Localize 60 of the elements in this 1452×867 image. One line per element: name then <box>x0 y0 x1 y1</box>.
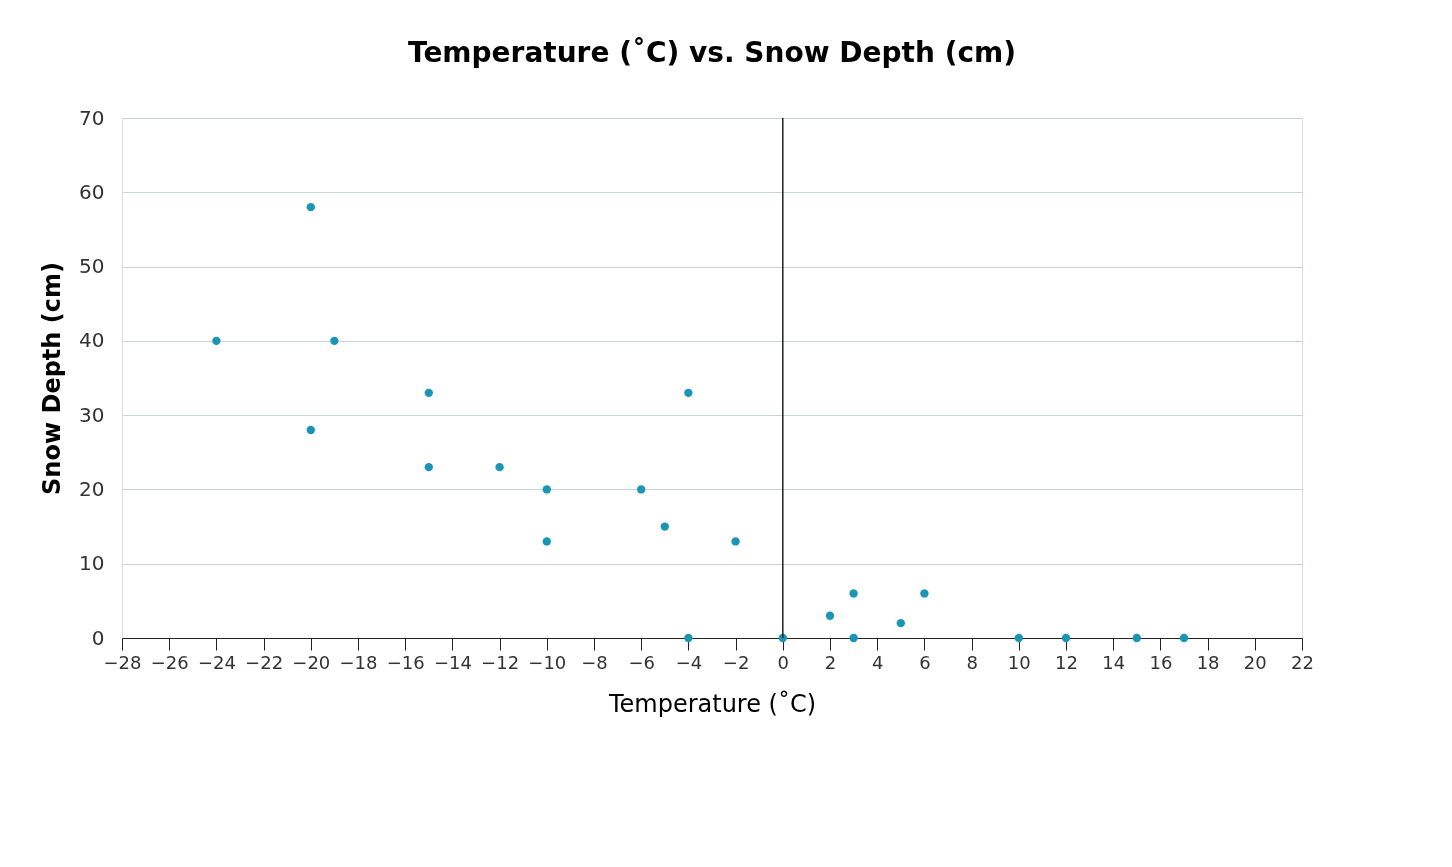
x-tick-label: 20 <box>1243 651 1267 673</box>
point <box>849 633 858 643</box>
point <box>684 388 693 398</box>
x-tick-label: −26 <box>150 651 189 673</box>
chart-title: Temperature (˚C) vs. Snow Depth (cm) <box>407 36 1017 69</box>
x-tick-label: −14 <box>433 651 472 673</box>
point <box>542 485 551 494</box>
point <box>1061 633 1071 643</box>
x-tick-label: 14 <box>1102 651 1126 673</box>
x-tick-label: −6 <box>628 651 655 673</box>
y-tick-label: 10 <box>79 551 105 576</box>
point <box>684 633 693 643</box>
y-tick-label: 30 <box>79 402 105 427</box>
x-tick-label: 10 <box>1007 651 1031 673</box>
x-axis-title: Temperature (˚C) <box>607 689 817 718</box>
x-tick-label: −20 <box>292 651 331 673</box>
x-tick-label: −10 <box>528 651 567 673</box>
point <box>731 537 740 546</box>
x-tick-label: −28 <box>103 651 142 673</box>
point <box>495 462 504 472</box>
x-tick-label: 22 <box>1291 651 1314 673</box>
y-tick-label: 70 <box>79 105 105 130</box>
point <box>306 202 315 212</box>
point <box>424 462 433 472</box>
y-tick-label: 20 <box>79 476 105 501</box>
point <box>1014 633 1023 643</box>
point <box>542 537 551 546</box>
point <box>849 589 858 598</box>
point <box>424 388 433 398</box>
point <box>660 522 669 531</box>
x-tick-label: −12 <box>481 651 520 673</box>
x-tick-label: 12 <box>1055 651 1078 673</box>
x-tick-label: 18 <box>1196 651 1220 673</box>
point <box>330 336 339 346</box>
x-tick-label: −8 <box>581 651 608 673</box>
point <box>1179 633 1189 643</box>
y-tick-label: 50 <box>79 254 105 279</box>
x-tick-label: −2 <box>722 651 750 673</box>
x-tick-label: −18 <box>339 651 378 673</box>
x-tick-label: −16 <box>386 651 425 673</box>
point <box>896 618 905 628</box>
y-tick-label: 60 <box>79 179 105 204</box>
point <box>212 336 221 346</box>
point <box>920 589 929 598</box>
x-tick-label: 6 <box>919 651 931 673</box>
y-tick-label: 40 <box>79 328 105 353</box>
x-tick-label: 16 <box>1149 651 1173 673</box>
x-tick-label: 4 <box>871 651 884 673</box>
x-tick-label: −24 <box>197 651 236 673</box>
x-tick-label: 0 <box>777 651 790 673</box>
point <box>637 485 646 494</box>
y-axis-title: Snow Depth (cm) <box>38 262 67 495</box>
point <box>825 611 835 620</box>
x-tick-label: −4 <box>675 651 703 673</box>
x-tick-label: 8 <box>966 651 978 673</box>
x-tick-label: 2 <box>824 651 837 673</box>
point <box>1132 633 1141 643</box>
x-tick-label: −22 <box>245 651 284 673</box>
y-tick-label: 0 <box>91 625 105 650</box>
point <box>306 425 315 435</box>
